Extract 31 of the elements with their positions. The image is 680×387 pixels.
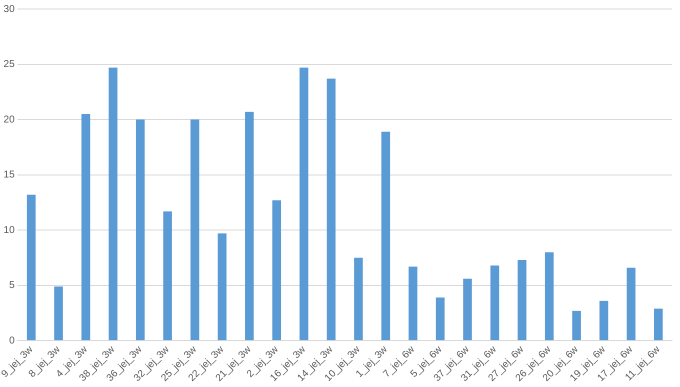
bar bbox=[544, 252, 554, 340]
y-tick-label: 30 bbox=[4, 4, 16, 15]
bar bbox=[300, 68, 308, 340]
y-tick-label: 25 bbox=[4, 59, 16, 70]
y-tick-label: 0 bbox=[9, 335, 16, 346]
bar bbox=[381, 132, 390, 340]
bar bbox=[654, 308, 663, 340]
y-tick-label: 10 bbox=[4, 224, 16, 236]
bar bbox=[518, 260, 526, 340]
bar bbox=[54, 286, 63, 340]
bar bbox=[354, 258, 363, 340]
y-tick-label: 15 bbox=[4, 170, 16, 181]
bar bbox=[572, 310, 581, 340]
bar bbox=[463, 278, 472, 340]
bar bbox=[599, 300, 608, 340]
bar bbox=[326, 78, 336, 340]
bar bbox=[136, 120, 145, 340]
bar bbox=[490, 265, 500, 340]
bar bbox=[626, 268, 636, 340]
bar bbox=[436, 298, 445, 340]
bar bbox=[272, 200, 282, 340]
y-tick-label: 20 bbox=[4, 114, 16, 126]
bar bbox=[108, 68, 118, 340]
y-tick-label: 5 bbox=[9, 280, 16, 292]
bar bbox=[163, 211, 172, 340]
bar bbox=[408, 266, 418, 340]
bar bbox=[218, 233, 226, 340]
bar bbox=[245, 112, 254, 340]
bar bbox=[26, 194, 36, 340]
bar bbox=[190, 120, 200, 340]
bar bbox=[81, 114, 90, 340]
